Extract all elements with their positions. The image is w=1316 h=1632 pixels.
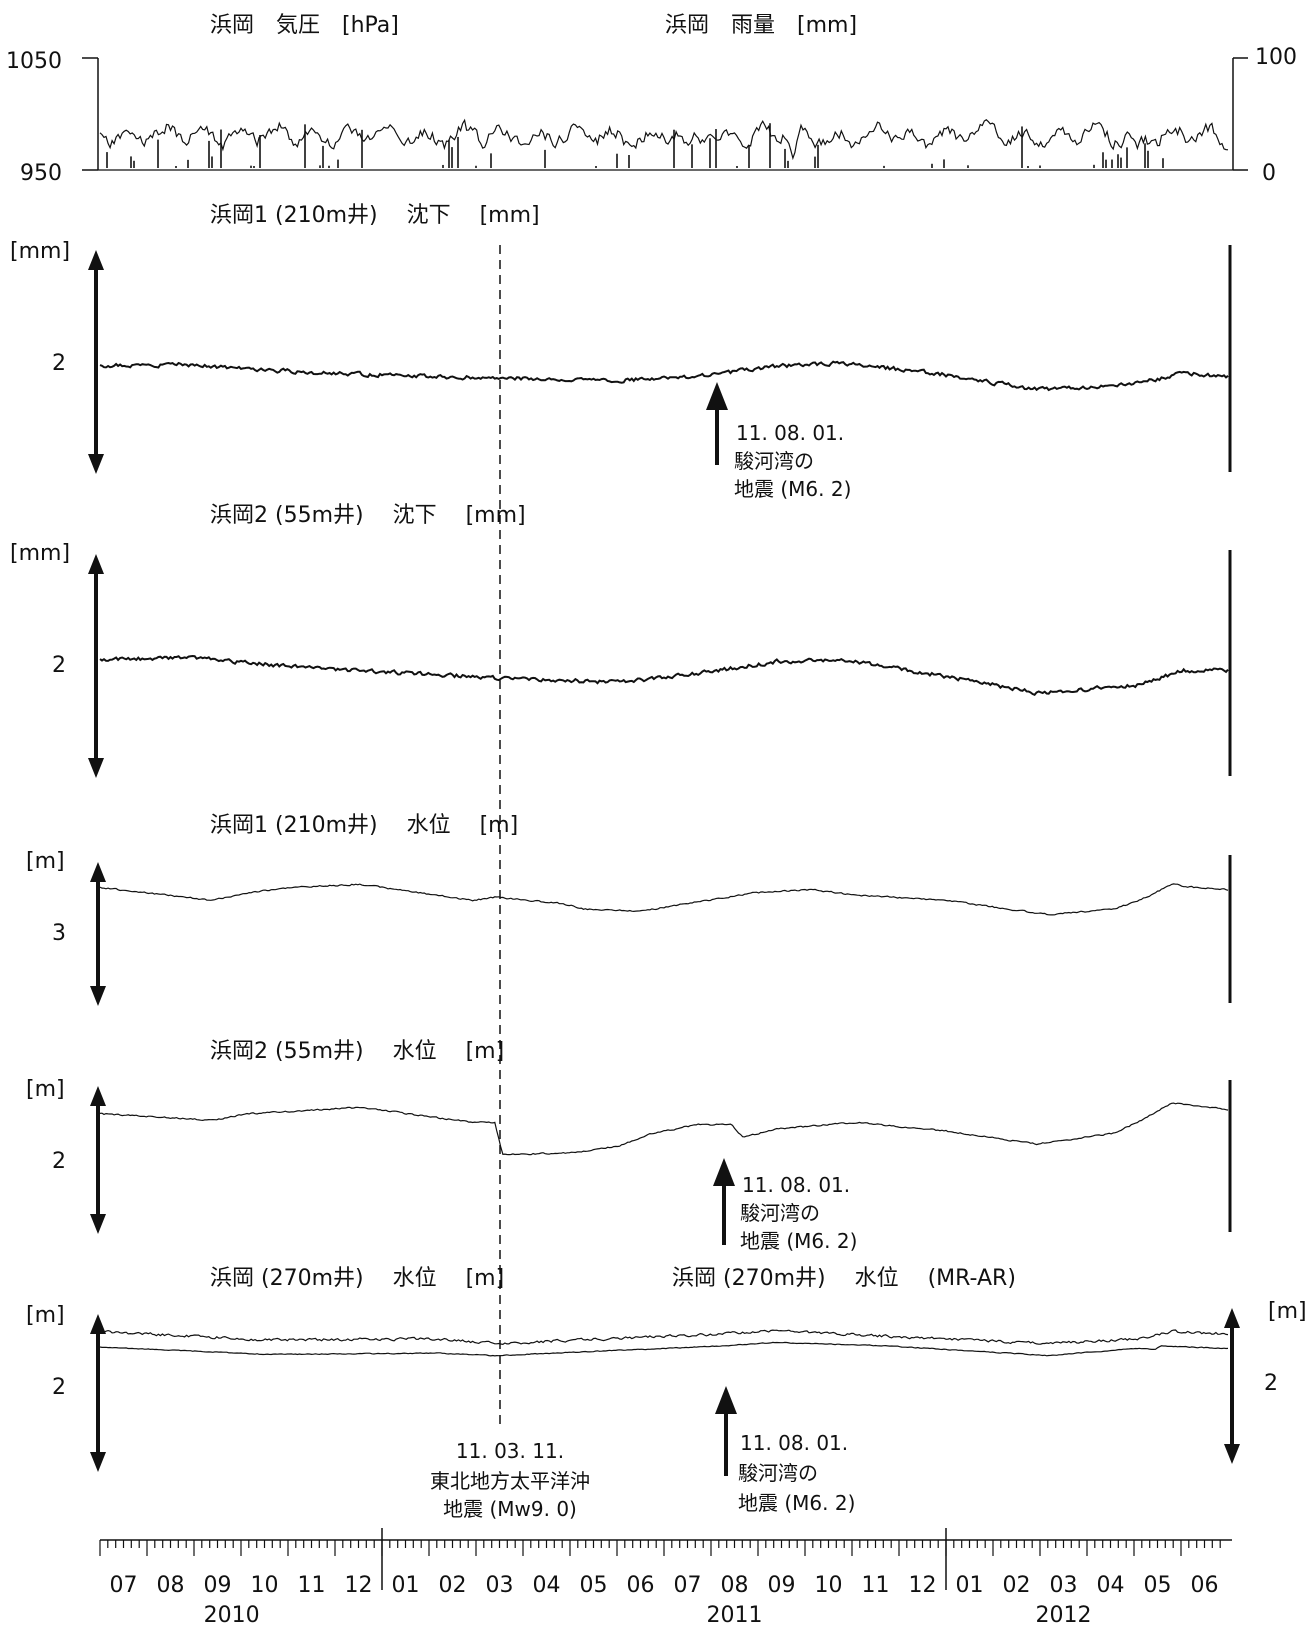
series-line-水位: [99, 1329, 1229, 1346]
water-270-scale-left: 2: [52, 1375, 66, 1400]
water-1-scale: 3: [52, 921, 66, 946]
water-2-scale-arrow: [90, 1086, 106, 1234]
month-label: 06: [627, 1573, 655, 1598]
suruga-event-arrow-2: [713, 1158, 735, 1245]
water-270-unit-left: [m]: [26, 1303, 65, 1328]
suruga-event-3-magnitude: 地震 (M6. 2): [738, 1491, 855, 1515]
suruga-event-2-date: 11. 08. 01.: [742, 1173, 850, 1197]
month-label: 11: [862, 1573, 890, 1598]
month-label: 05: [1144, 1573, 1172, 1598]
suruga-event-1-magnitude: 地震 (M6. 2): [734, 477, 851, 501]
suruga-event-label-1: 11. 08. 01. 駿河湾の 地震 (M6. 2): [734, 421, 851, 501]
suruga-event-1-date: 11. 08. 01.: [736, 421, 844, 445]
pressure-title: 浜岡 気圧 [hPa]: [210, 13, 399, 38]
month-label: 10: [815, 1573, 843, 1598]
tohoku-event-name: 東北地方太平洋沖: [430, 1469, 590, 1493]
panel-water-2: 浜岡2 (55m井) 水位 [m] [m] 2: [26, 1039, 1232, 1234]
month-label: 07: [674, 1573, 702, 1598]
month-label: 12: [345, 1573, 373, 1598]
month-label: 01: [392, 1573, 420, 1598]
suruga-event-2-magnitude: 地震 (M6. 2): [740, 1229, 857, 1253]
month-label: 11: [298, 1573, 326, 1598]
month-label: 09: [768, 1573, 796, 1598]
suruga-event-1-name: 駿河湾の: [734, 449, 814, 473]
tohoku-event-label: 11. 03. 11. 東北地方太平洋沖 地震 (Mw9. 0): [430, 1439, 590, 1521]
series-line-水位: [99, 1102, 1229, 1156]
panel-subsidence-1: 浜岡1 (210m井) 沈下 [mm] [mm] 2: [10, 203, 1232, 474]
subsidence-1-title: 浜岡1 (210m井) 沈下 [mm]: [210, 203, 540, 228]
subsidence-2-series-group: [99, 654, 1229, 696]
rain-tick-top: 100: [1255, 45, 1297, 70]
water-1-scale-arrow: [90, 862, 106, 1006]
month-label: 06: [1191, 1573, 1219, 1598]
suruga-event-label-2: 11. 08. 01. 駿河湾の 地震 (M6. 2): [740, 1173, 857, 1253]
pressure-tick-bottom: 950: [20, 161, 62, 186]
water-2-title: 浜岡2 (55m井) 水位 [m]: [210, 1039, 504, 1064]
month-label: 08: [721, 1573, 749, 1598]
water-270-series-group: [99, 1329, 1229, 1357]
month-label: 03: [1050, 1573, 1078, 1598]
pressure-series-group: [99, 118, 1229, 168]
series-line-沈下: [99, 654, 1229, 696]
water-2-unit: [m]: [26, 1077, 65, 1102]
month-label: 05: [580, 1573, 608, 1598]
tohoku-event-magnitude: 地震 (Mw9. 0): [443, 1497, 577, 1521]
water-270-scale-arrow-right: [1224, 1308, 1240, 1464]
year-label: 2010: [204, 1603, 260, 1627]
subsidence-2-scale: 2: [52, 653, 66, 678]
pressure-tick-top: 1050: [6, 49, 62, 74]
suruga-event-3-name: 駿河湾の: [738, 1461, 818, 1485]
water-2-series-group: [99, 1102, 1229, 1156]
rain-title: 浜岡 雨量 [mm]: [665, 13, 857, 38]
time-axis-ticks: 07 08 09 10 11 12 01 02 03 04 05 06 07 08 09 10 11 12 01 02…: [99, 1528, 1221, 1628]
suruga-event-3-date: 11. 08. 01.: [740, 1431, 848, 1455]
panel-subsidence-2: 浜岡2 (55m井) 沈下 [mm] [mm] 2: [10, 503, 1232, 778]
month-label: 03: [486, 1573, 514, 1598]
water-270-scale-arrow-left: [90, 1314, 106, 1472]
series-line-気圧: [99, 118, 1229, 161]
rain-tick-bottom: 0: [1262, 161, 1276, 186]
water-270-mr-ar-title: 浜岡 (270m井) 水位 (MR-AR): [672, 1266, 1016, 1291]
water-1-unit: [m]: [26, 849, 65, 874]
series-line-沈下: [99, 360, 1229, 392]
month-label: 10: [251, 1573, 279, 1598]
subsidence-1-series-group: [99, 360, 1229, 392]
subsidence-1-scale: 2: [52, 351, 66, 376]
suruga-event-arrow-1: [706, 382, 728, 465]
month-label: 12: [909, 1573, 937, 1598]
water-270-scale-right: 2: [1264, 1371, 1278, 1396]
time-axis: 07 08 09 10 11 12 01 02 03 04 05 06 07 08 09 10 11 12 01 02…: [99, 1528, 1232, 1628]
suruga-event-arrow-3: [715, 1386, 737, 1476]
series-line-水位: [99, 883, 1229, 916]
water-1-title: 浜岡1 (210m井) 水位 [m]: [210, 813, 518, 838]
month-label: 02: [1003, 1573, 1031, 1598]
year-label: 2012: [1036, 1603, 1092, 1627]
tohoku-event-date: 11. 03. 11.: [456, 1439, 564, 1463]
suruga-event-2-name: 駿河湾の: [740, 1201, 820, 1225]
water-2-scale: 2: [52, 1149, 66, 1174]
subsidence-2-title: 浜岡2 (55m井) 沈下 [mm]: [210, 503, 526, 528]
panel-water-1: 浜岡1 (210m井) 水位 [m] [m] 3: [26, 813, 1232, 1006]
panel-pressure-rain: 浜岡 気圧 [hPa] 浜岡 雨量 [mm] 1050 950 100 0: [6, 13, 1297, 186]
month-label: 09: [204, 1573, 232, 1598]
series-line-MR-AR: [99, 1341, 1229, 1357]
month-label: 08: [157, 1573, 185, 1598]
water-1-series-group: [99, 883, 1229, 916]
suruga-event-label-3: 11. 08. 01. 駿河湾の 地震 (M6. 2): [738, 1431, 855, 1515]
month-label: 07: [110, 1573, 138, 1598]
year-label: 2011: [707, 1603, 763, 1627]
month-label: 02: [439, 1573, 467, 1598]
subsidence-2-unit: [mm]: [10, 541, 70, 566]
water-270-title: 浜岡 (270m井) 水位 [m]: [210, 1266, 504, 1291]
water-270-unit-right: [m]: [1268, 1299, 1307, 1324]
month-label: 04: [533, 1573, 561, 1598]
month-label: 04: [1097, 1573, 1125, 1598]
subsidence-1-scale-arrow: [88, 250, 104, 474]
month-label: 01: [956, 1573, 984, 1598]
subsidence-2-scale-arrow: [88, 554, 104, 778]
subsidence-1-unit: [mm]: [10, 239, 70, 264]
panel-water-270: 浜岡 (270m井) 水位 [m] 浜岡 (270m井) 水位 (MR-AR) …: [26, 1266, 1307, 1472]
